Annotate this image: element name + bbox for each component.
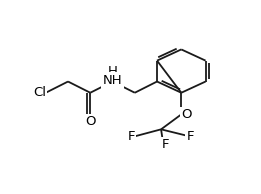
Text: O: O [85,115,96,128]
Text: Cl: Cl [33,86,46,99]
Text: F: F [161,138,169,151]
Text: NH: NH [103,74,122,87]
Text: N: N [108,75,117,88]
Text: F: F [127,130,135,143]
Text: F: F [186,130,194,143]
Text: O: O [181,108,192,121]
Text: H: H [108,65,117,78]
